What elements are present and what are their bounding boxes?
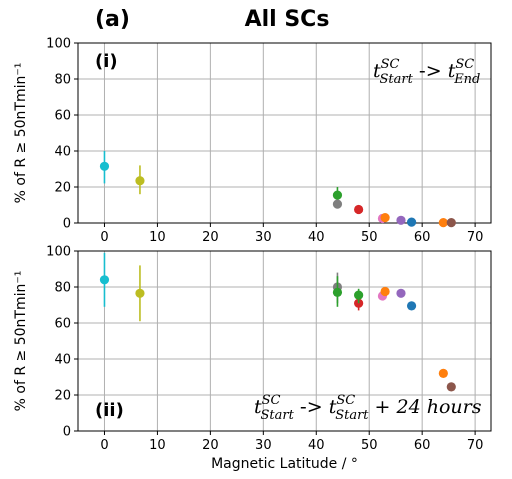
figure-title: All SCs bbox=[245, 7, 330, 32]
annotation-sub: End bbox=[453, 72, 480, 87]
panel-label: (i) bbox=[95, 51, 118, 72]
data-point bbox=[446, 382, 456, 392]
x-tick-label: 10 bbox=[149, 438, 166, 453]
x-tick-label: 70 bbox=[467, 230, 484, 245]
panel-label: (ii) bbox=[95, 400, 124, 421]
x-tick-label: 50 bbox=[361, 438, 378, 453]
panel-i: 0 10 20 30 40 50 60 70 0 20 40 60 80 100 % of R ≥ 50nT… bbox=[13, 37, 492, 245]
data-point bbox=[438, 218, 448, 228]
data-point bbox=[396, 288, 406, 298]
y-tick-label: 80 bbox=[54, 73, 71, 88]
annotation-arrow: -> bbox=[413, 60, 448, 82]
y-tick-label: 0 bbox=[63, 217, 71, 232]
data-point bbox=[446, 218, 456, 228]
annotation-arrow: -> bbox=[294, 396, 329, 418]
x-tick-label: 50 bbox=[361, 230, 378, 245]
data-point bbox=[332, 287, 343, 297]
x-tick-label: 60 bbox=[414, 230, 431, 245]
annotation-t: t bbox=[373, 60, 381, 82]
annotation-t: t bbox=[254, 396, 262, 418]
annotation-sup: SC bbox=[336, 393, 355, 408]
y-tick-label: 40 bbox=[54, 145, 71, 160]
annotation-sub: Start bbox=[261, 408, 295, 423]
figure-letter: (a) bbox=[95, 7, 130, 32]
data-point bbox=[332, 199, 343, 209]
data-point bbox=[396, 215, 406, 225]
data-point bbox=[354, 204, 364, 215]
panel-ii: 0 10 20 30 40 50 60 70 0 20 40 60 80 100 % of R ≥ 50nT… bbox=[13, 245, 492, 472]
y-axis-label: % of R ≥ 50nTmin⁻¹ bbox=[13, 271, 29, 412]
annotation-sup: SC bbox=[381, 57, 400, 72]
data-point bbox=[406, 301, 417, 311]
data-point bbox=[99, 161, 110, 171]
time-window-annotation: tSC Start -> tSC Start + 24 hours bbox=[254, 393, 482, 423]
x-tick-label: 10 bbox=[149, 230, 166, 245]
x-tick-label: 70 bbox=[467, 438, 484, 453]
plot-frame bbox=[77, 42, 492, 224]
data-point bbox=[135, 176, 145, 186]
annotation-sub: Start bbox=[380, 72, 414, 87]
x-tick-label: 40 bbox=[308, 438, 325, 453]
data-point bbox=[380, 213, 390, 223]
x-tick-label: 20 bbox=[202, 230, 219, 245]
x-tick-label: 40 bbox=[308, 230, 325, 245]
y-tick-label: 80 bbox=[54, 281, 71, 296]
y-tick-label: 20 bbox=[54, 181, 71, 196]
x-tick-label: 30 bbox=[255, 438, 272, 453]
data-point bbox=[438, 368, 448, 378]
y-tick-label: 100 bbox=[46, 245, 71, 260]
data-point bbox=[380, 286, 390, 297]
x-tick-label: 30 bbox=[255, 230, 272, 245]
annotation-t: t bbox=[329, 396, 337, 418]
annotation-t: t bbox=[448, 60, 456, 82]
data-point bbox=[99, 275, 110, 285]
annotation-sub: Start bbox=[335, 408, 369, 423]
x-tick-label: 0 bbox=[100, 230, 108, 245]
plot-frame bbox=[77, 250, 492, 432]
annotation-sup: SC bbox=[262, 393, 281, 408]
x-tick-label: 0 bbox=[100, 438, 108, 453]
annotation-extra: + 24 hours bbox=[369, 396, 482, 418]
x-tick-label: 60 bbox=[414, 438, 431, 453]
x-tick-label: 20 bbox=[202, 438, 219, 453]
data-point bbox=[354, 290, 364, 300]
y-tick-label: 20 bbox=[54, 389, 71, 404]
data-point bbox=[406, 217, 417, 227]
y-axis-label: % of R ≥ 50nTmin⁻¹ bbox=[13, 63, 29, 204]
x-axis-label: Magnetic Latitude / ° bbox=[211, 456, 358, 472]
y-tick-label: 60 bbox=[54, 317, 71, 332]
data-point bbox=[332, 190, 343, 200]
annotation-sup: SC bbox=[455, 57, 474, 72]
y-tick-label: 0 bbox=[63, 425, 71, 440]
y-tick-label: 40 bbox=[54, 353, 71, 368]
data-point bbox=[135, 288, 145, 298]
y-tick-label: 100 bbox=[46, 37, 71, 52]
time-window-annotation: tSC Start -> tSC End bbox=[373, 57, 480, 87]
y-tick-label: 60 bbox=[54, 109, 71, 124]
